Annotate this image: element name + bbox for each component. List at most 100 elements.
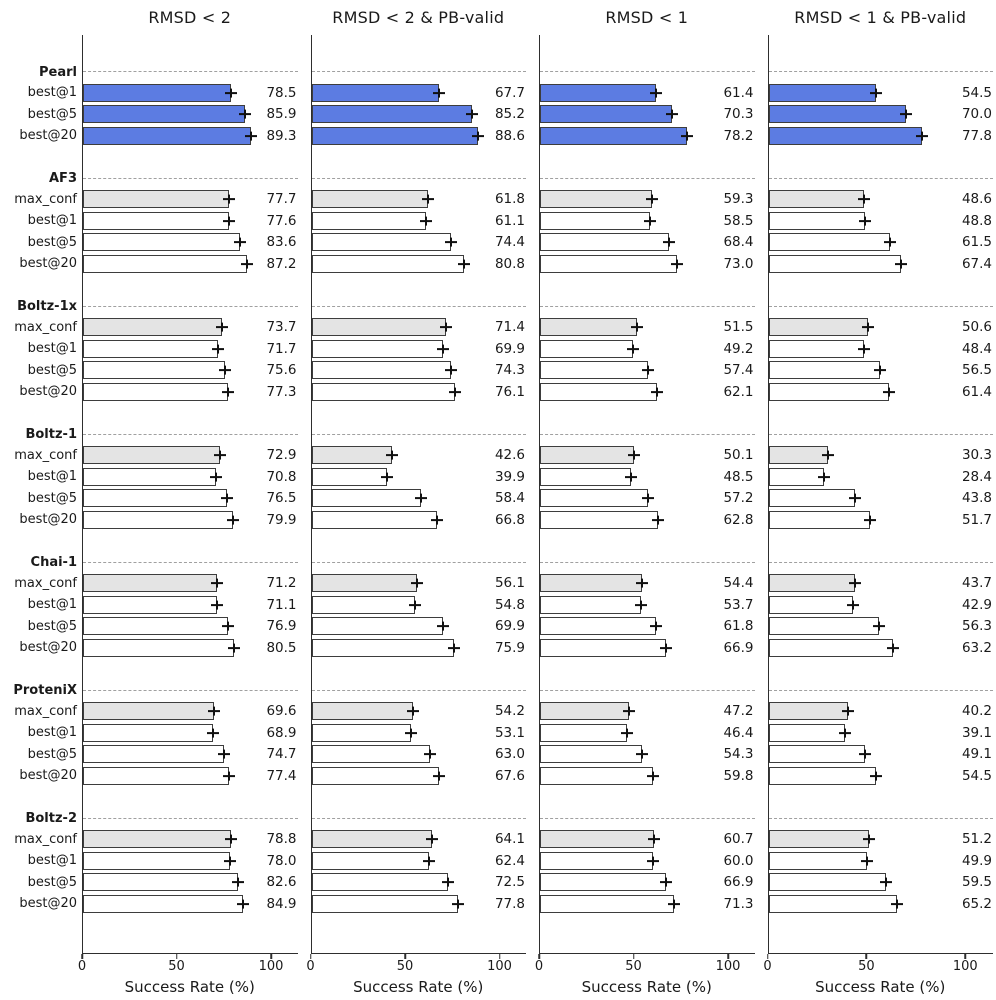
x-tick-label: 0 bbox=[306, 958, 315, 974]
bar bbox=[540, 361, 648, 379]
bar-row: 88.6 bbox=[311, 125, 527, 147]
bar-row: 76.1 bbox=[311, 381, 527, 403]
group-header-row bbox=[83, 809, 298, 829]
value-label: 77.3 bbox=[266, 383, 297, 400]
y-axis-label: best@20 bbox=[19, 640, 77, 656]
bar-row: 71.1 bbox=[83, 594, 298, 616]
bar-row: 48.6 bbox=[768, 189, 994, 211]
x-tick-label: 0 bbox=[534, 958, 544, 974]
panel-title: RMSD < 2 & PB-valid bbox=[332, 8, 505, 27]
error-bar bbox=[671, 262, 684, 265]
bar-row: 80.8 bbox=[311, 253, 527, 275]
error-bar bbox=[219, 369, 232, 372]
value-label: 69.6 bbox=[266, 703, 297, 720]
axes: 54.5 70.0 77.8 48.6 48.8 61.5 67.4 50.6 48.4 56.5… bbox=[767, 35, 994, 954]
bar bbox=[83, 595, 217, 614]
bar bbox=[540, 638, 666, 657]
value-label: 68.4 bbox=[723, 234, 754, 251]
bar bbox=[768, 851, 867, 870]
bar bbox=[83, 766, 229, 785]
value-label: 67.7 bbox=[494, 84, 525, 101]
bar-row: 66.8 bbox=[311, 509, 527, 531]
bar-group: 48.6 48.8 61.5 67.4 bbox=[768, 169, 994, 275]
value-label: 61.8 bbox=[723, 618, 754, 635]
bar bbox=[83, 467, 217, 486]
error-bar bbox=[863, 838, 876, 841]
bar-group: 30.3 28.4 43.8 51.7 bbox=[768, 425, 994, 531]
bar-row: 61.4 bbox=[540, 82, 755, 104]
error-bar bbox=[465, 113, 478, 116]
error-bar bbox=[622, 710, 635, 713]
x-tick-label: 50 bbox=[396, 958, 414, 974]
error-bar bbox=[451, 902, 464, 905]
bar bbox=[540, 339, 633, 358]
value-label: 77.8 bbox=[961, 127, 992, 144]
error-bar bbox=[873, 369, 886, 372]
group-separator-line bbox=[83, 71, 298, 72]
error-bar bbox=[822, 454, 835, 457]
bar-row: 89.3 bbox=[83, 125, 298, 147]
bar-row: 54.2 bbox=[311, 701, 527, 723]
y-axis-label: best@5 bbox=[27, 490, 77, 506]
bar bbox=[83, 83, 231, 102]
error-bar bbox=[214, 454, 227, 457]
error-bar bbox=[432, 774, 445, 777]
group-header-row bbox=[540, 62, 755, 82]
axes: 78.5 85.9 89.3 77.7 77.6 83.6 87.2 73.7 71.7 75.6… bbox=[82, 35, 298, 954]
gutter-title-spacer bbox=[2, 0, 82, 35]
value-label: 76.5 bbox=[266, 490, 297, 507]
bar bbox=[768, 489, 855, 507]
bar-row: 49.2 bbox=[540, 338, 755, 360]
group-label: Boltz-2 bbox=[25, 811, 77, 826]
x-tick-label: 50 bbox=[168, 958, 185, 974]
value-label: 54.5 bbox=[961, 767, 992, 784]
error-bar bbox=[879, 881, 892, 884]
y-axis-label: max_conf bbox=[14, 191, 77, 207]
error-bar bbox=[858, 198, 871, 201]
bar-row: 62.8 bbox=[540, 509, 755, 531]
error-bar bbox=[210, 603, 223, 606]
y-axis-label: best@5 bbox=[27, 746, 77, 762]
bar-row: 43.8 bbox=[768, 488, 994, 510]
group-header-row bbox=[768, 809, 993, 829]
bar bbox=[768, 446, 829, 464]
error-bar bbox=[646, 774, 659, 777]
error-bar bbox=[380, 475, 393, 478]
value-label: 69.9 bbox=[494, 618, 525, 635]
bar-row: 65.2 bbox=[768, 893, 994, 915]
bar bbox=[83, 361, 226, 379]
group-header-row bbox=[768, 62, 993, 82]
group-header-row bbox=[83, 62, 298, 82]
error-bar bbox=[437, 625, 450, 628]
value-label: 50.1 bbox=[723, 447, 754, 464]
bar bbox=[540, 446, 635, 464]
bar-row: 68.4 bbox=[540, 232, 755, 254]
group-header-row bbox=[768, 425, 993, 445]
bar bbox=[311, 105, 472, 123]
error-bar bbox=[238, 113, 251, 116]
y-axis-label: best@5 bbox=[27, 234, 77, 250]
value-label: 71.7 bbox=[266, 340, 297, 357]
x-tick bbox=[865, 953, 868, 959]
bar-row: 64.1 bbox=[311, 829, 527, 851]
group-separator-line bbox=[540, 689, 755, 691]
bar-group: 56.1 54.8 69.9 75.9 bbox=[311, 553, 527, 659]
value-label: 54.5 bbox=[961, 84, 992, 101]
x-tick-label: 100 bbox=[258, 958, 284, 974]
value-label: 62.8 bbox=[723, 511, 754, 528]
value-label: 48.6 bbox=[961, 191, 992, 208]
value-label: 74.7 bbox=[266, 746, 297, 763]
bar-row: 51.2 bbox=[768, 829, 994, 851]
error-bar bbox=[221, 625, 234, 628]
group-separator-line bbox=[83, 689, 298, 691]
group-separator-line bbox=[311, 689, 526, 691]
value-label: 42.6 bbox=[494, 447, 525, 464]
bar-row: 56.1 bbox=[311, 573, 527, 595]
bar-row: 76.5 bbox=[83, 488, 298, 510]
bar bbox=[540, 105, 673, 123]
y-axis-label: best@20 bbox=[19, 384, 77, 400]
value-label: 63.0 bbox=[494, 746, 525, 763]
bar bbox=[768, 233, 890, 251]
y-axis-label: best@1 bbox=[27, 213, 77, 229]
value-label: 67.4 bbox=[961, 255, 992, 272]
